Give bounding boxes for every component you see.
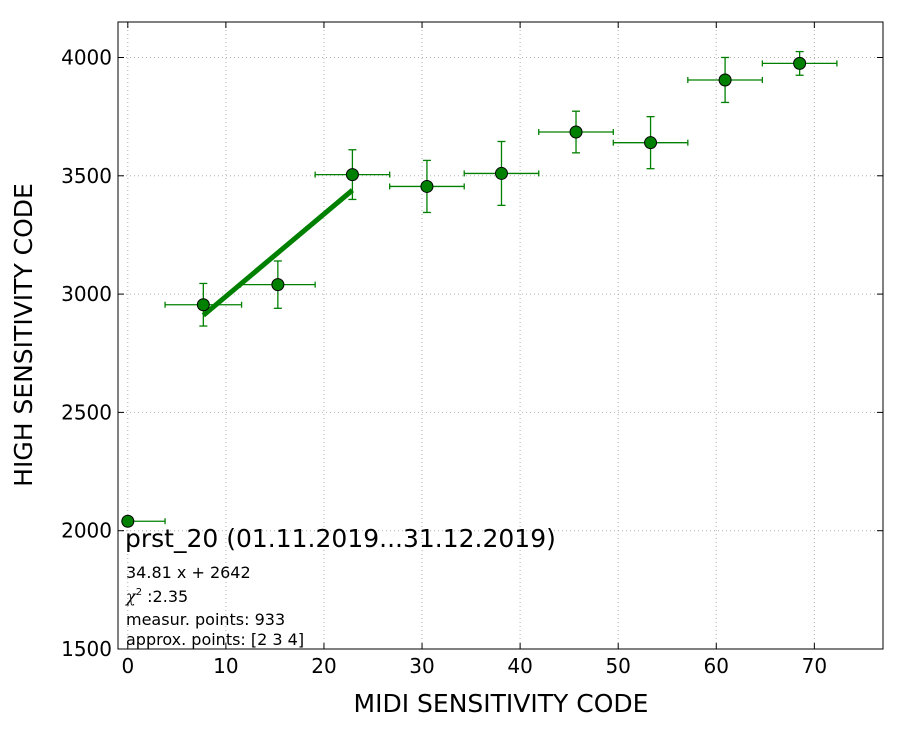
- x-tick-label: 70: [802, 654, 827, 678]
- points-layer: [121, 50, 838, 528]
- x-tick-label: 30: [409, 654, 434, 678]
- x-axis-title: MIDI SENSITIVITY CODE: [354, 689, 649, 718]
- x-tick-label: 10: [213, 654, 238, 678]
- annotation-block: prst_20 (01.11.2019...31.12.2019) 34.81 …: [125, 524, 556, 649]
- data-point: [718, 73, 732, 87]
- annotation-measur-points: measur. points: 933: [126, 610, 285, 629]
- plot-background: [118, 22, 883, 649]
- annotation-approx-points: approx. points: [2 3 4]: [126, 630, 304, 649]
- data-point-group: [463, 140, 540, 207]
- data-point: [271, 278, 285, 292]
- data-point: [494, 166, 508, 180]
- data-point-group: [389, 159, 465, 214]
- y-tick-label: 3500: [61, 164, 112, 188]
- annotation-equation: 34.81 x + 2642: [126, 563, 251, 582]
- y-tick-label: 2000: [61, 519, 112, 543]
- data-point: [121, 514, 135, 528]
- annotation-chi2: χ2 :2.35: [125, 587, 188, 606]
- x-tick-label: 40: [507, 654, 532, 678]
- data-point-group: [164, 282, 243, 327]
- data-point-group: [761, 50, 838, 76]
- data-point: [644, 136, 658, 150]
- y-tick-label: 3000: [61, 282, 112, 306]
- y-tick-label: 2500: [61, 400, 112, 424]
- y-tick-label: 1500: [61, 637, 112, 661]
- annotation-title: prst_20 (01.11.2019...31.12.2019): [125, 524, 556, 553]
- x-tick-label: 60: [704, 654, 729, 678]
- x-tick-label: 20: [311, 654, 336, 678]
- grid: [118, 22, 883, 650]
- data-point: [793, 56, 807, 70]
- data-point-group: [538, 110, 614, 154]
- data-point: [420, 179, 434, 193]
- x-tick-label: 0: [121, 654, 134, 678]
- y-axis-title: HIGH SENSITIVITY CODE: [9, 183, 38, 487]
- data-point-group: [121, 514, 166, 528]
- data-point-group: [687, 56, 764, 104]
- data-point-group: [612, 115, 689, 170]
- data-point: [569, 125, 583, 139]
- x-tick-label: 50: [605, 654, 630, 678]
- chi-value: :2.35: [142, 587, 188, 606]
- data-point: [196, 298, 210, 312]
- data-point-group: [314, 149, 391, 201]
- ticks: 0 10 20 30 40 50 60 70 1500 2000 2500 3000 3500 4000: [61, 22, 883, 678]
- fit-line: [201, 188, 355, 318]
- data-point: [345, 168, 359, 182]
- chi-symbol: χ: [125, 587, 137, 606]
- fit-layer: [201, 188, 355, 318]
- chi-exponent: 2: [136, 587, 142, 598]
- plot-frame: [117, 21, 884, 650]
- y-tick-label: 4000: [61, 45, 112, 69]
- data-point-group: [239, 260, 316, 309]
